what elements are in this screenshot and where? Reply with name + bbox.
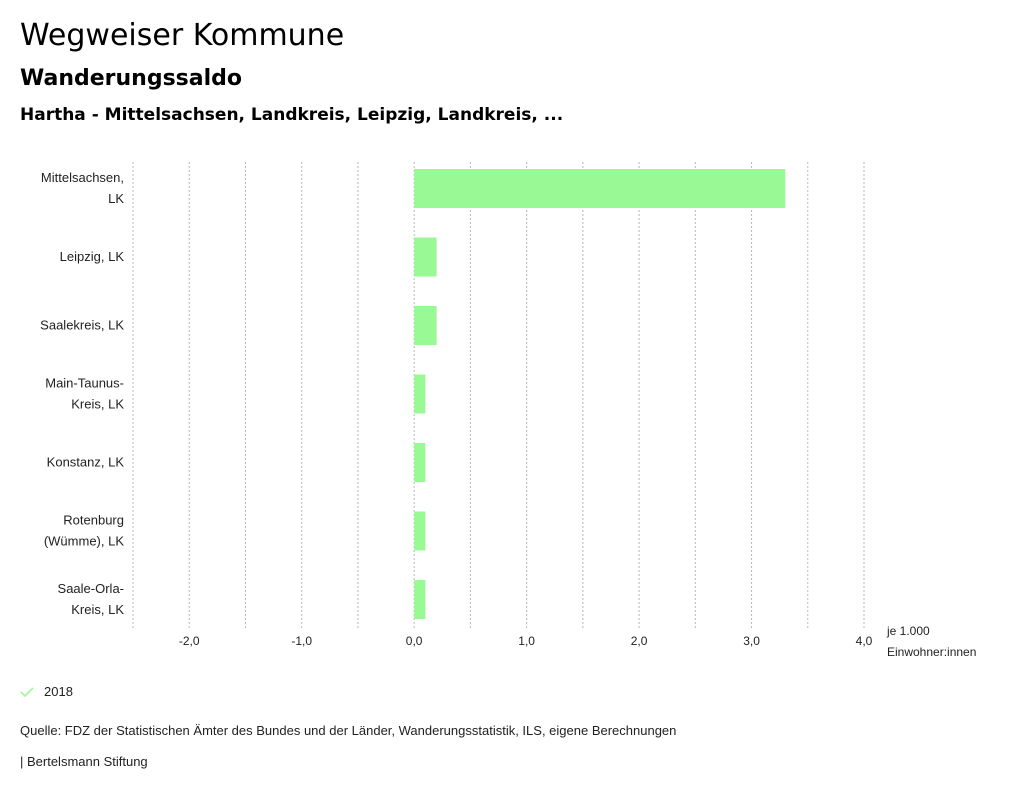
x-tick-label: 0,0	[406, 634, 423, 648]
category-label: Saalekreis, LK	[40, 318, 124, 333]
gridlines	[132, 162, 865, 628]
category-labels: Mittelsachsen, LK Leipzig, LK Saalekreis, L…	[40, 170, 124, 617]
category-label: Kreis, LK	[71, 397, 124, 412]
bar[interactable]	[414, 169, 786, 208]
category-label: LK	[108, 191, 124, 206]
category-label: Saale-Orla-	[58, 581, 124, 596]
x-axis-label-line: je 1.000	[886, 624, 930, 638]
bar[interactable]	[414, 443, 426, 482]
check-icon	[20, 686, 34, 697]
bar[interactable]	[414, 511, 426, 551]
bar-chart: Mittelsachsen, LK Leipzig, LK Saalekreis, L…	[40, 162, 976, 659]
source-text: Quelle: FDZ der Statistischen Ämter des …	[20, 723, 677, 738]
legend-label: 2018	[44, 684, 73, 699]
credit-text: | Bertelsmann Stiftung	[20, 754, 148, 769]
bar[interactable]	[414, 306, 437, 345]
category-label: Kreis, LK	[71, 602, 124, 617]
category-label: Leipzig, LK	[60, 249, 125, 264]
region-label: Hartha - Mittelsachsen, Landkreis, Leipz…	[20, 105, 564, 125]
bar[interactable]	[414, 374, 426, 414]
category-label: Konstanz, LK	[47, 455, 125, 470]
x-tick-label: 4,0	[856, 634, 873, 648]
x-tick-label: 3,0	[743, 634, 760, 648]
page-title: Wegweiser Kommune	[20, 18, 345, 53]
bar[interactable]	[414, 580, 426, 619]
category-label: Mittelsachsen,	[41, 170, 124, 185]
bar[interactable]	[414, 237, 437, 277]
x-tick-label: -1,0	[291, 634, 312, 648]
x-tick-label: 2,0	[631, 634, 648, 648]
x-axis-label: je 1.000 Einwohner:innen	[886, 624, 976, 659]
category-label: Rotenburg	[63, 513, 124, 528]
category-label: (Wümme), LK	[44, 534, 125, 549]
x-tick-label: 1,0	[518, 634, 535, 648]
x-axis-label-line: Einwohner:innen	[887, 645, 976, 659]
x-tick-label: -2,0	[179, 634, 200, 648]
chart-subtitle: Wanderungssaldo	[20, 66, 243, 91]
category-label: Main-Taunus-	[45, 376, 124, 391]
x-axis-ticks: -2,0 -1,0 0,0 1,0 2,0 3,0 4,0	[179, 634, 873, 648]
legend[interactable]: 2018	[20, 684, 73, 699]
bars	[414, 169, 786, 619]
